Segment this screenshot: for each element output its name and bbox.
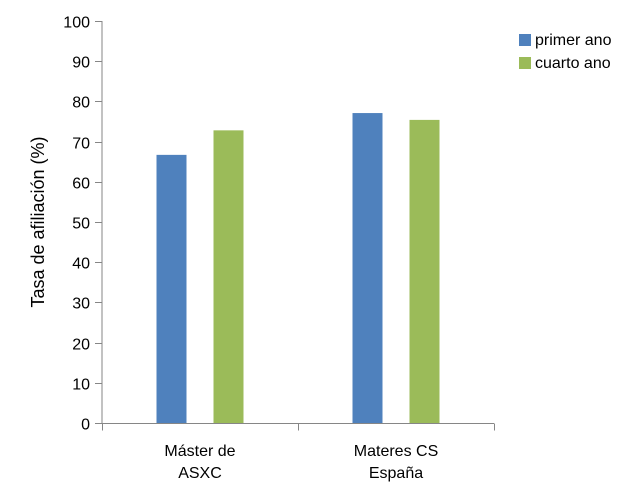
y-tick-label: 0 [81,417,90,434]
legend-swatch [519,57,531,69]
y-tick-label: 50 [72,216,90,233]
y-tick-label: 10 [72,377,90,394]
x-category-label: España [369,465,423,482]
y-tick-label: 60 [72,176,90,193]
y-axis: 0 10 20 30 40 50 60 70 80 90 100 [63,15,103,434]
y-tick-label: 70 [72,136,90,153]
bar-primer-ano-0 [156,154,187,423]
y-tick-label: 20 [72,337,90,354]
x-axis: Máster de ASXC Materes CS España [102,423,495,482]
y-tick-label: 30 [72,296,90,313]
legend: primer ano cuarto ano [519,32,612,72]
y-tick-label: 100 [63,15,90,32]
legend-swatch [519,34,531,46]
bar-cuarto-ano-0 [213,130,244,423]
y-tick-label: 80 [72,95,90,112]
legend-label: primer ano [535,32,612,49]
bar-primer-ano-1 [352,113,383,424]
y-tick-label: 40 [72,256,90,273]
y-tick-label: 90 [72,55,90,72]
x-category-label: Materes CS [354,443,438,460]
bars [156,113,440,424]
x-category-label: ASXC [178,465,222,482]
bar-cuarto-ano-1 [409,119,440,423]
y-axis-title: Tasa de afiliación (%) [28,136,48,307]
x-category-label: Máster de [164,443,235,460]
legend-label: cuarto ano [535,55,611,72]
